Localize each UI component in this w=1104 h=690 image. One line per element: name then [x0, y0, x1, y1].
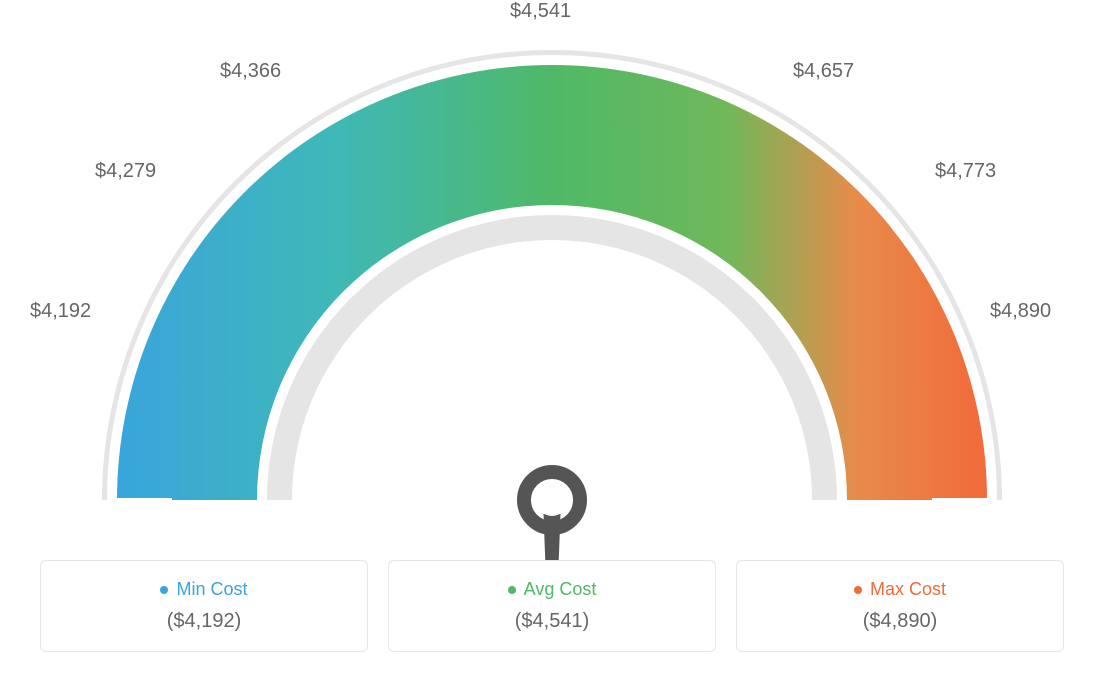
- tick-label: $4,541: [510, 0, 571, 23]
- min-cost-value: ($4,192): [41, 610, 367, 633]
- tick-label: $4,890: [990, 300, 1051, 323]
- summary-cards: Min Cost ($4,192) Avg Cost ($4,541) Max …: [0, 560, 1104, 652]
- min-dot-icon: [160, 586, 168, 594]
- max-cost-label: Max Cost: [870, 579, 946, 600]
- max-cost-value: ($4,890): [737, 610, 1063, 633]
- avg-cost-title: Avg Cost: [508, 579, 597, 600]
- tick-label: $4,657: [793, 60, 854, 83]
- max-dot-icon: [854, 586, 862, 594]
- max-cost-card: Max Cost ($4,890): [736, 560, 1064, 652]
- max-cost-title: Max Cost: [854, 579, 946, 600]
- avg-cost-card: Avg Cost ($4,541): [388, 560, 716, 652]
- tick-label: $4,366: [220, 60, 281, 83]
- avg-dot-icon: [508, 586, 516, 594]
- gauge-svg: [0, 0, 1104, 560]
- min-cost-card: Min Cost ($4,192): [40, 560, 368, 652]
- avg-cost-label: Avg Cost: [524, 579, 597, 600]
- gauge-chart: $4,192 $4,279 $4,366 $4,541 $4,657 $4,773 $4,8…: [0, 0, 1104, 560]
- tick-label: $4,773: [935, 160, 996, 183]
- tick-label: $4,192: [30, 300, 91, 323]
- min-cost-title: Min Cost: [160, 579, 247, 600]
- avg-cost-value: ($4,541): [389, 610, 715, 633]
- tick-label: $4,279: [95, 160, 156, 183]
- min-cost-label: Min Cost: [176, 579, 247, 600]
